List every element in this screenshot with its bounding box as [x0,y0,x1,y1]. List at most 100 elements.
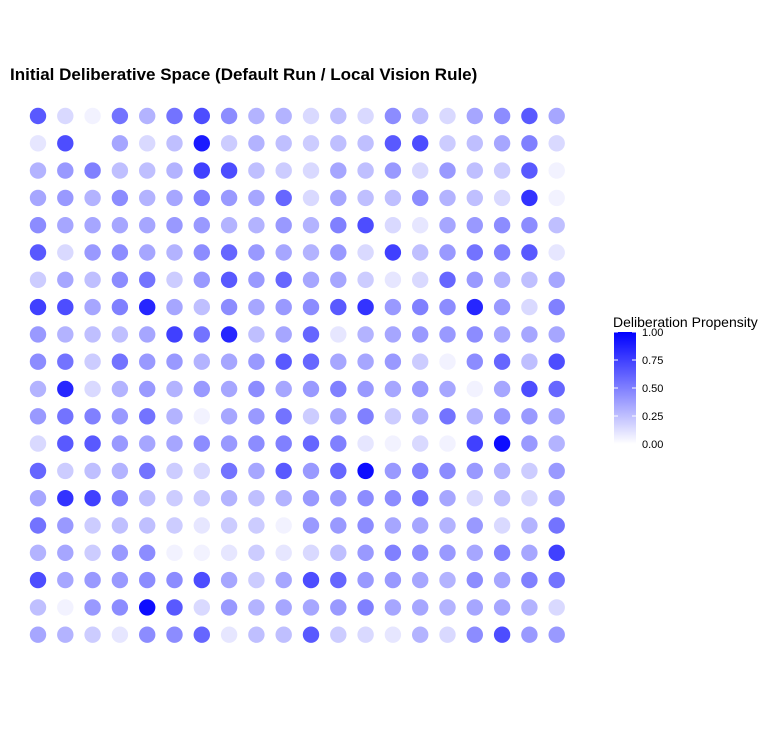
data-point [548,107,565,125]
data-point [412,408,429,425]
data-point [275,162,292,179]
data-point [193,490,210,507]
data-point [466,107,483,125]
data-point [29,462,47,480]
data-point [248,162,265,179]
data-point [521,517,538,534]
data-point [248,271,265,288]
data-point [412,244,429,261]
data-point [193,271,210,288]
data-point [248,217,265,234]
data-point [220,408,238,425]
data-point [139,380,156,398]
data-point [466,408,483,425]
data-point [357,135,374,152]
data-point [84,571,101,589]
data-point [248,435,265,452]
data-point [220,244,238,261]
data-point [302,353,320,370]
data-point [493,517,511,534]
data-point [111,244,129,261]
data-point [302,271,320,288]
data-point [466,571,483,589]
data-point [166,435,183,452]
data-point [521,326,538,343]
data-point [193,380,210,398]
legend-title: Deliberation Propensity [613,314,758,330]
data-point [384,408,402,425]
data-point [357,271,374,288]
data-point [302,544,320,561]
data-point [302,189,320,207]
data-point [57,599,74,616]
data-point [357,517,374,534]
data-point [139,271,156,288]
data-point [357,353,374,370]
data-point [57,135,74,152]
data-point [384,298,402,316]
data-point [330,435,347,452]
data-point [493,571,511,589]
data-point [493,408,511,425]
data-point [439,353,456,370]
data-point [275,107,292,125]
data-point [548,599,565,616]
data-point [139,353,156,370]
data-point [357,544,374,561]
data-point [412,599,429,616]
data-point [139,189,156,207]
data-point [220,189,238,207]
data-point [330,517,347,534]
data-point [29,544,47,561]
data-point [275,244,292,261]
data-point [412,271,429,288]
data-point [412,326,429,343]
data-point [521,380,538,398]
data-point [384,571,402,589]
data-point [302,408,320,425]
data-point [220,517,238,534]
data-point [384,189,402,207]
data-point [357,435,374,452]
data-point [357,217,374,234]
data-point [111,626,129,643]
data-point [220,380,238,398]
data-point [57,217,74,234]
data-point [84,380,101,398]
data-point [139,626,156,643]
data-point [302,490,320,507]
data-point [193,162,210,179]
data-point [466,435,483,452]
data-point [193,599,210,616]
data-point [220,298,238,316]
data-point [220,626,238,643]
data-point [84,490,101,507]
data-point [493,326,511,343]
data-point [412,298,429,316]
data-point [275,353,292,370]
data-point [57,490,74,507]
data-point [139,517,156,534]
data-point [302,462,320,480]
data-point [111,599,129,616]
data-point [412,571,429,589]
data-point [248,298,265,316]
data-point [384,490,402,507]
data-point [412,626,429,643]
data-point [330,189,347,207]
data-point [302,626,320,643]
data-point [111,353,129,370]
data-point [548,326,565,343]
data-point [29,135,47,152]
data-point [548,217,565,234]
data-point [466,517,483,534]
data-point [439,244,456,261]
data-point [548,408,565,425]
data-point [330,107,347,125]
data-point [466,135,483,152]
data-point [275,189,292,207]
data-point [466,544,483,561]
data-point [302,244,320,261]
data-point [302,517,320,534]
